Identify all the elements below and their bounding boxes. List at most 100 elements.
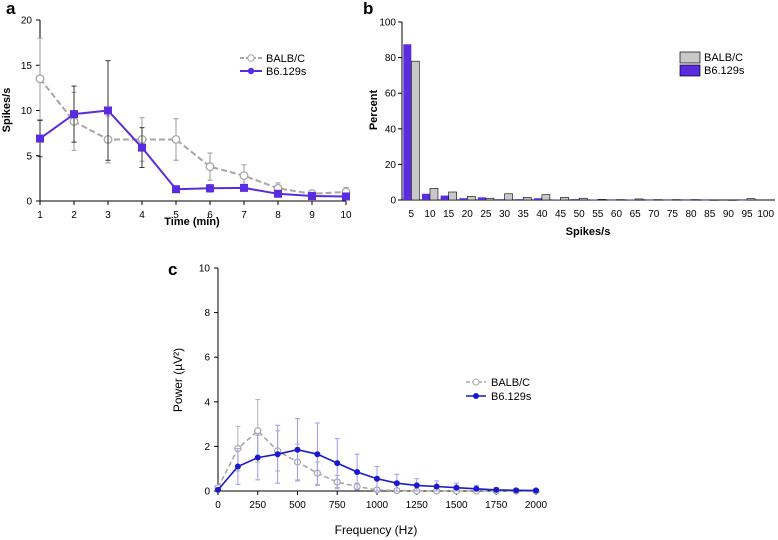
panel-c-data-point bbox=[374, 475, 380, 482]
panel-c-ylabel: Power (µV²) bbox=[171, 348, 185, 412]
panel-c-x-tick-label: 2000 bbox=[525, 500, 548, 511]
panel-b-bar bbox=[578, 197, 588, 201]
panel-c-legend-label: B6.129s bbox=[491, 391, 532, 403]
panel-b-bar bbox=[701, 199, 710, 201]
panel-b-chart: 0 20 40 60 80 100 5 10 15 20 25 30 35 40 45 50 55 60 65 70 7… bbox=[368, 18, 775, 238]
panel-a-x-tick-label: 4 bbox=[139, 210, 145, 221]
panel-c-data-point bbox=[453, 484, 460, 491]
panel-c-data-point bbox=[314, 451, 321, 458]
panel-b-bar bbox=[466, 196, 476, 201]
panel-c-y-tick-label: 6 bbox=[204, 353, 210, 364]
panel-b-bar bbox=[477, 197, 486, 200]
panel-c-x-tick-label: 0 bbox=[215, 500, 221, 511]
panel-c-x-tick-label: 250 bbox=[249, 500, 266, 511]
panel-c-letter: c bbox=[168, 260, 177, 279]
panel-c-legend-marker bbox=[473, 393, 479, 399]
panel-b-bar bbox=[672, 199, 681, 201]
panel-c-data-point bbox=[533, 487, 539, 494]
panel-b-bar bbox=[448, 191, 457, 201]
panel-a-x-tick-label: 8 bbox=[275, 210, 281, 221]
panel-b-x-tick-label: 20 bbox=[462, 209, 474, 220]
panel-c-x-tick-label: 1250 bbox=[406, 500, 429, 511]
panel-a-data-point bbox=[274, 189, 282, 198]
panel-a-legend-marker bbox=[247, 67, 255, 75]
panel-a-x-tick-label: 7 bbox=[241, 210, 247, 221]
panel-b-bar bbox=[597, 199, 607, 201]
panel-c-data-point bbox=[393, 480, 400, 487]
panel-a-xlabel: Time (min) bbox=[164, 216, 220, 228]
panel-b-y-tick-label: 100 bbox=[379, 18, 396, 29]
panel-a-x-tick-label: 10 bbox=[340, 210, 352, 221]
panel-b-bar bbox=[496, 199, 505, 200]
panel-a-x-tick-label: 6 bbox=[207, 210, 213, 221]
panel-c-legend-label: BALB/C bbox=[491, 377, 530, 389]
panel-b-x-tick-label: 50 bbox=[574, 209, 586, 220]
panel-b-legend-swatch bbox=[679, 51, 701, 64]
panel-c-data-point bbox=[334, 460, 341, 467]
panel-b-bar bbox=[616, 199, 625, 201]
panel-a-y-tick-label: 20 bbox=[21, 16, 33, 27]
panel-b-bar bbox=[552, 199, 561, 200]
panel-a-data-point bbox=[206, 184, 214, 193]
panel-a-data-point bbox=[240, 183, 248, 192]
panel-c-data-point bbox=[254, 427, 262, 435]
panel-b-legend-label: B6.129s bbox=[704, 65, 745, 77]
panel-a-legend-label: B6.129s bbox=[266, 66, 307, 78]
panel-b-bar bbox=[608, 199, 617, 201]
panel-c-series-line-balbc bbox=[217, 429, 536, 492]
panel-b-bar bbox=[728, 199, 737, 201]
panel-b-bar bbox=[683, 199, 692, 201]
panel-b-x-tick-label: 90 bbox=[723, 209, 735, 220]
panel-a-x-tick-label: 5 bbox=[173, 210, 179, 221]
panel-b-bar bbox=[589, 199, 598, 201]
panel-c-x-tick-label: 1500 bbox=[445, 500, 468, 511]
panel-b-bar bbox=[411, 60, 420, 201]
panel-b-xlabel: Spikes/s bbox=[566, 226, 611, 238]
panel-b-x-tick-label: 30 bbox=[499, 209, 511, 220]
panel-b-bar bbox=[664, 199, 673, 201]
panel-c-y-tick-label: 2 bbox=[204, 442, 210, 453]
panel-b-x-tick-label: 10 bbox=[424, 209, 436, 220]
panel-b-bar bbox=[541, 194, 551, 201]
panel-a-data-point bbox=[104, 106, 112, 115]
panel-b-x-tick-label: 5 bbox=[409, 209, 415, 220]
panel-b-bar bbox=[627, 199, 636, 201]
panel-c-x-tick-label: 1750 bbox=[485, 500, 508, 511]
panel-c-y-tick-label: 0 bbox=[204, 487, 210, 498]
panel-b-legend-label: BALB/C bbox=[704, 52, 743, 64]
panel-a-y-tick-label: 10 bbox=[21, 106, 33, 117]
panel-a-data-point bbox=[36, 134, 44, 143]
panel-a-series-line-balbc bbox=[39, 78, 347, 195]
panel-b-x-tick-label: 40 bbox=[536, 209, 548, 220]
panel-a-x-tick-label: 3 bbox=[105, 210, 111, 221]
panel-b-bar bbox=[634, 198, 644, 201]
panel-b-bar bbox=[690, 199, 700, 201]
panel-b-bar bbox=[515, 199, 524, 200]
panel-b-bar bbox=[571, 199, 580, 200]
panel-c-data-point bbox=[433, 483, 440, 490]
panel-c-data-point bbox=[294, 446, 301, 453]
panel-b-x-tick-label: 60 bbox=[611, 209, 623, 220]
panel-b-x-tick-label: 35 bbox=[518, 209, 530, 220]
panel-c-data-point bbox=[274, 451, 281, 458]
panel-b-bar bbox=[560, 197, 569, 201]
panel-c-data-point bbox=[254, 454, 261, 461]
panel-c-xlabel: Frequency (Hz) bbox=[335, 523, 418, 537]
panel-c-chart: 0 2 4 6 8 10 0 250 500 750 1000 1250 1500 1750 2000 BA… bbox=[171, 264, 548, 538]
panel-b-bar bbox=[440, 195, 449, 200]
panel-c-data-point bbox=[354, 469, 361, 476]
panel-b-x-tick-label: 25 bbox=[480, 209, 492, 220]
panel-a-data-point bbox=[35, 74, 45, 84]
panel-a-x-tick-label: 9 bbox=[309, 210, 315, 221]
panel-a-data-point bbox=[172, 185, 180, 194]
panel-b-bar bbox=[403, 44, 412, 200]
panel-b-x-tick-label: 100 bbox=[757, 209, 774, 220]
panel-b-y-tick-label: 40 bbox=[385, 124, 397, 135]
panel-a-ylabel: Spikes/s bbox=[1, 88, 13, 133]
panel-c-x-tick-label: 750 bbox=[329, 500, 346, 511]
panel-b-y-tick-label: 0 bbox=[390, 196, 396, 207]
panel-a-data-point bbox=[308, 192, 316, 201]
panel-c-data-point bbox=[215, 486, 221, 493]
panel-b-legend-swatch bbox=[679, 64, 701, 77]
